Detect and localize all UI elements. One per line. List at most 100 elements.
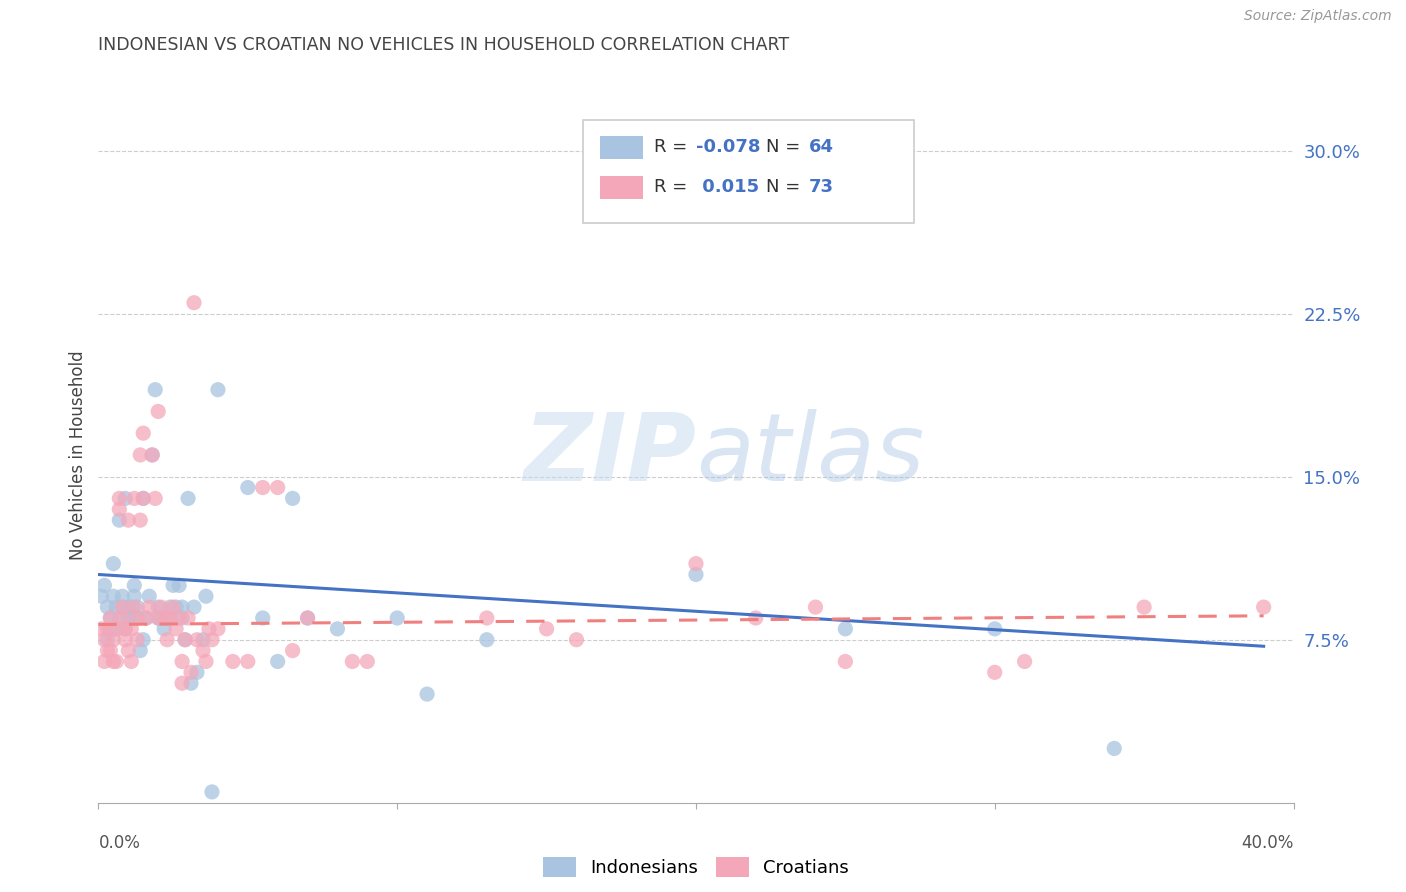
Point <box>138 589 160 603</box>
Point <box>198 622 221 636</box>
Point <box>356 655 378 669</box>
Point <box>127 632 149 647</box>
Point <box>385 611 409 625</box>
Text: 40.0%: 40.0% <box>1241 834 1294 852</box>
Point <box>475 611 498 625</box>
Point <box>201 785 224 799</box>
Point <box>103 632 125 647</box>
Point <box>105 600 128 615</box>
Text: INDONESIAN VS CROATIAN NO VEHICLES IN HOUSEHOLD CORRELATION CHART: INDONESIAN VS CROATIAN NO VEHICLES IN HO… <box>98 36 790 54</box>
Point <box>172 655 194 669</box>
Point <box>108 491 131 506</box>
Point <box>167 611 190 625</box>
Y-axis label: No Vehicles in Household: No Vehicles in Household <box>69 350 87 560</box>
Point <box>114 491 136 506</box>
Point <box>135 611 157 625</box>
Point <box>183 295 205 310</box>
Point <box>236 655 259 669</box>
Point <box>96 632 118 647</box>
Point <box>93 655 115 669</box>
Point <box>117 600 139 615</box>
Point <box>98 643 122 657</box>
Point <box>416 687 439 701</box>
Point <box>159 611 181 625</box>
Point <box>138 600 160 615</box>
Point <box>172 600 194 615</box>
Point <box>103 589 125 603</box>
Point <box>103 655 125 669</box>
Point <box>103 557 125 571</box>
Legend: Indonesians, Croatians: Indonesians, Croatians <box>536 850 856 884</box>
Point <box>297 611 319 625</box>
Point <box>174 632 197 647</box>
Text: Source: ZipAtlas.com: Source: ZipAtlas.com <box>1244 9 1392 23</box>
Point <box>105 655 128 669</box>
Point <box>267 655 290 669</box>
Point <box>267 481 290 495</box>
Point <box>207 622 229 636</box>
Point <box>141 448 163 462</box>
Point <box>252 611 274 625</box>
Point <box>129 643 152 657</box>
Text: ZIP: ZIP <box>523 409 696 501</box>
Point <box>132 491 155 506</box>
Point <box>98 611 122 625</box>
Point <box>685 557 707 571</box>
Point <box>162 600 184 615</box>
Point <box>90 622 112 636</box>
Point <box>834 655 856 669</box>
Point <box>186 632 208 647</box>
Point <box>105 622 128 636</box>
Point <box>236 481 259 495</box>
Point <box>475 632 498 647</box>
Text: 0.015: 0.015 <box>696 178 759 196</box>
Point <box>148 600 170 615</box>
Point <box>124 600 146 615</box>
Point <box>565 632 588 647</box>
Point <box>1133 600 1156 615</box>
Text: R =: R = <box>654 178 693 196</box>
Point <box>98 611 122 625</box>
Text: N =: N = <box>766 138 806 156</box>
Point <box>194 655 218 669</box>
Point <box>111 611 134 625</box>
Point <box>174 632 197 647</box>
Point <box>150 600 173 615</box>
Point <box>127 611 149 625</box>
Point <box>201 632 224 647</box>
Point <box>162 578 184 592</box>
Point <box>105 622 128 636</box>
Point <box>114 622 136 636</box>
Point <box>834 622 856 636</box>
Point <box>150 611 173 625</box>
Point <box>98 622 122 636</box>
Point <box>148 611 170 625</box>
Point <box>342 655 364 669</box>
Text: 0.0%: 0.0% <box>98 834 141 852</box>
Point <box>745 611 768 625</box>
Point <box>108 502 131 516</box>
Point <box>120 611 142 625</box>
Point <box>983 665 1005 680</box>
Point <box>111 600 134 615</box>
Text: 73: 73 <box>808 178 834 196</box>
Text: -0.078: -0.078 <box>696 138 761 156</box>
Point <box>143 383 166 397</box>
Point <box>90 589 112 603</box>
Point <box>127 600 149 615</box>
Point <box>120 655 142 669</box>
Point <box>124 578 146 592</box>
Point <box>186 665 208 680</box>
Point <box>983 622 1005 636</box>
Point <box>281 643 304 657</box>
Point <box>180 665 202 680</box>
Point <box>93 578 115 592</box>
Point <box>117 513 139 527</box>
Point <box>172 611 194 625</box>
Point <box>108 611 131 625</box>
Point <box>281 491 304 506</box>
Point <box>326 622 349 636</box>
Point <box>132 632 155 647</box>
Point <box>536 622 558 636</box>
Point <box>1104 741 1126 756</box>
